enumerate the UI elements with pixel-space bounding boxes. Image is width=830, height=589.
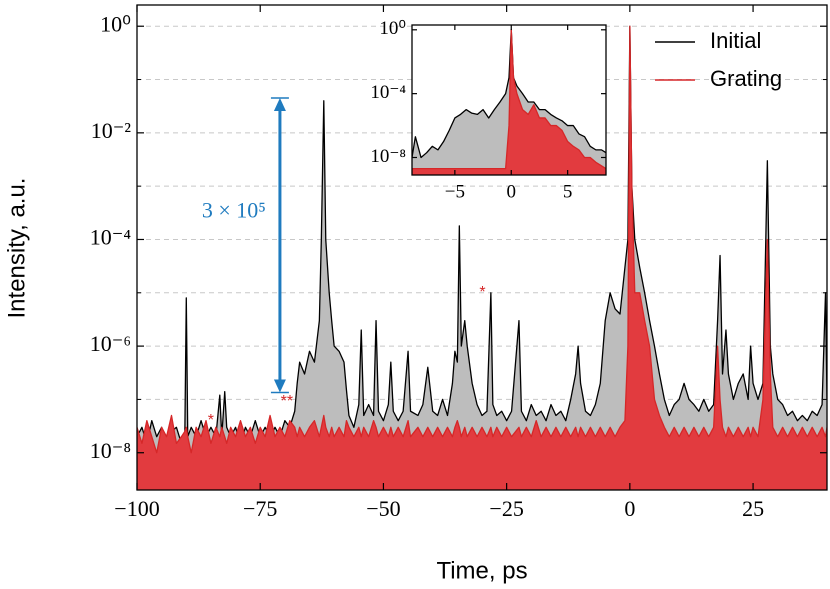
y-tick-label: 10⁻⁴ [370,82,406,103]
y-tick-label: 10⁻⁴ [90,225,132,250]
x-tick-label: −100 [114,496,159,521]
arrow-head [273,98,286,112]
plot-frame [411,24,607,176]
area-fill [137,26,827,490]
plot-frame [136,4,828,491]
series-line [412,29,606,170]
chart-1: 10⁰ 10⁻⁴ 10⁻⁸ −5 0 5 [370,18,607,202]
y-tick-label: 10⁰ [100,11,131,36]
annotation: * [208,412,214,429]
x-tick-label: −25 [489,496,523,521]
x-tick-label: 0 [507,181,517,202]
y-tick-label: 10⁻² [91,118,132,143]
x-tick-label: 25 [742,496,764,521]
series-line [137,25,827,454]
y-tick-label: 10⁻⁸ [90,438,131,463]
y-tick-label: 10⁰ [379,18,406,39]
y-axis-title: Intensity, a.u. [3,178,30,319]
plot-area [412,29,606,175]
annotation: ** [281,393,293,410]
x-tick-label: −75 [243,496,277,521]
x-tick-label: −50 [366,496,400,521]
x-tick-label: −5 [445,181,465,202]
annotation: * [479,284,485,301]
arrow-label: 3 × 10⁵ [202,197,266,222]
x-tick-label: 0 [624,496,635,521]
legend-label: Initial [710,28,761,53]
x-axis-title: Time, ps [436,557,527,584]
y-tick-label: 10⁻⁶ [90,331,131,356]
y-tick-label: 10⁻⁸ [370,146,406,167]
area-fill [137,26,827,490]
arrow-head [273,379,286,393]
legend-label: Grating [710,66,782,91]
x-tick-label: 5 [563,181,573,202]
area-fill [412,29,606,175]
